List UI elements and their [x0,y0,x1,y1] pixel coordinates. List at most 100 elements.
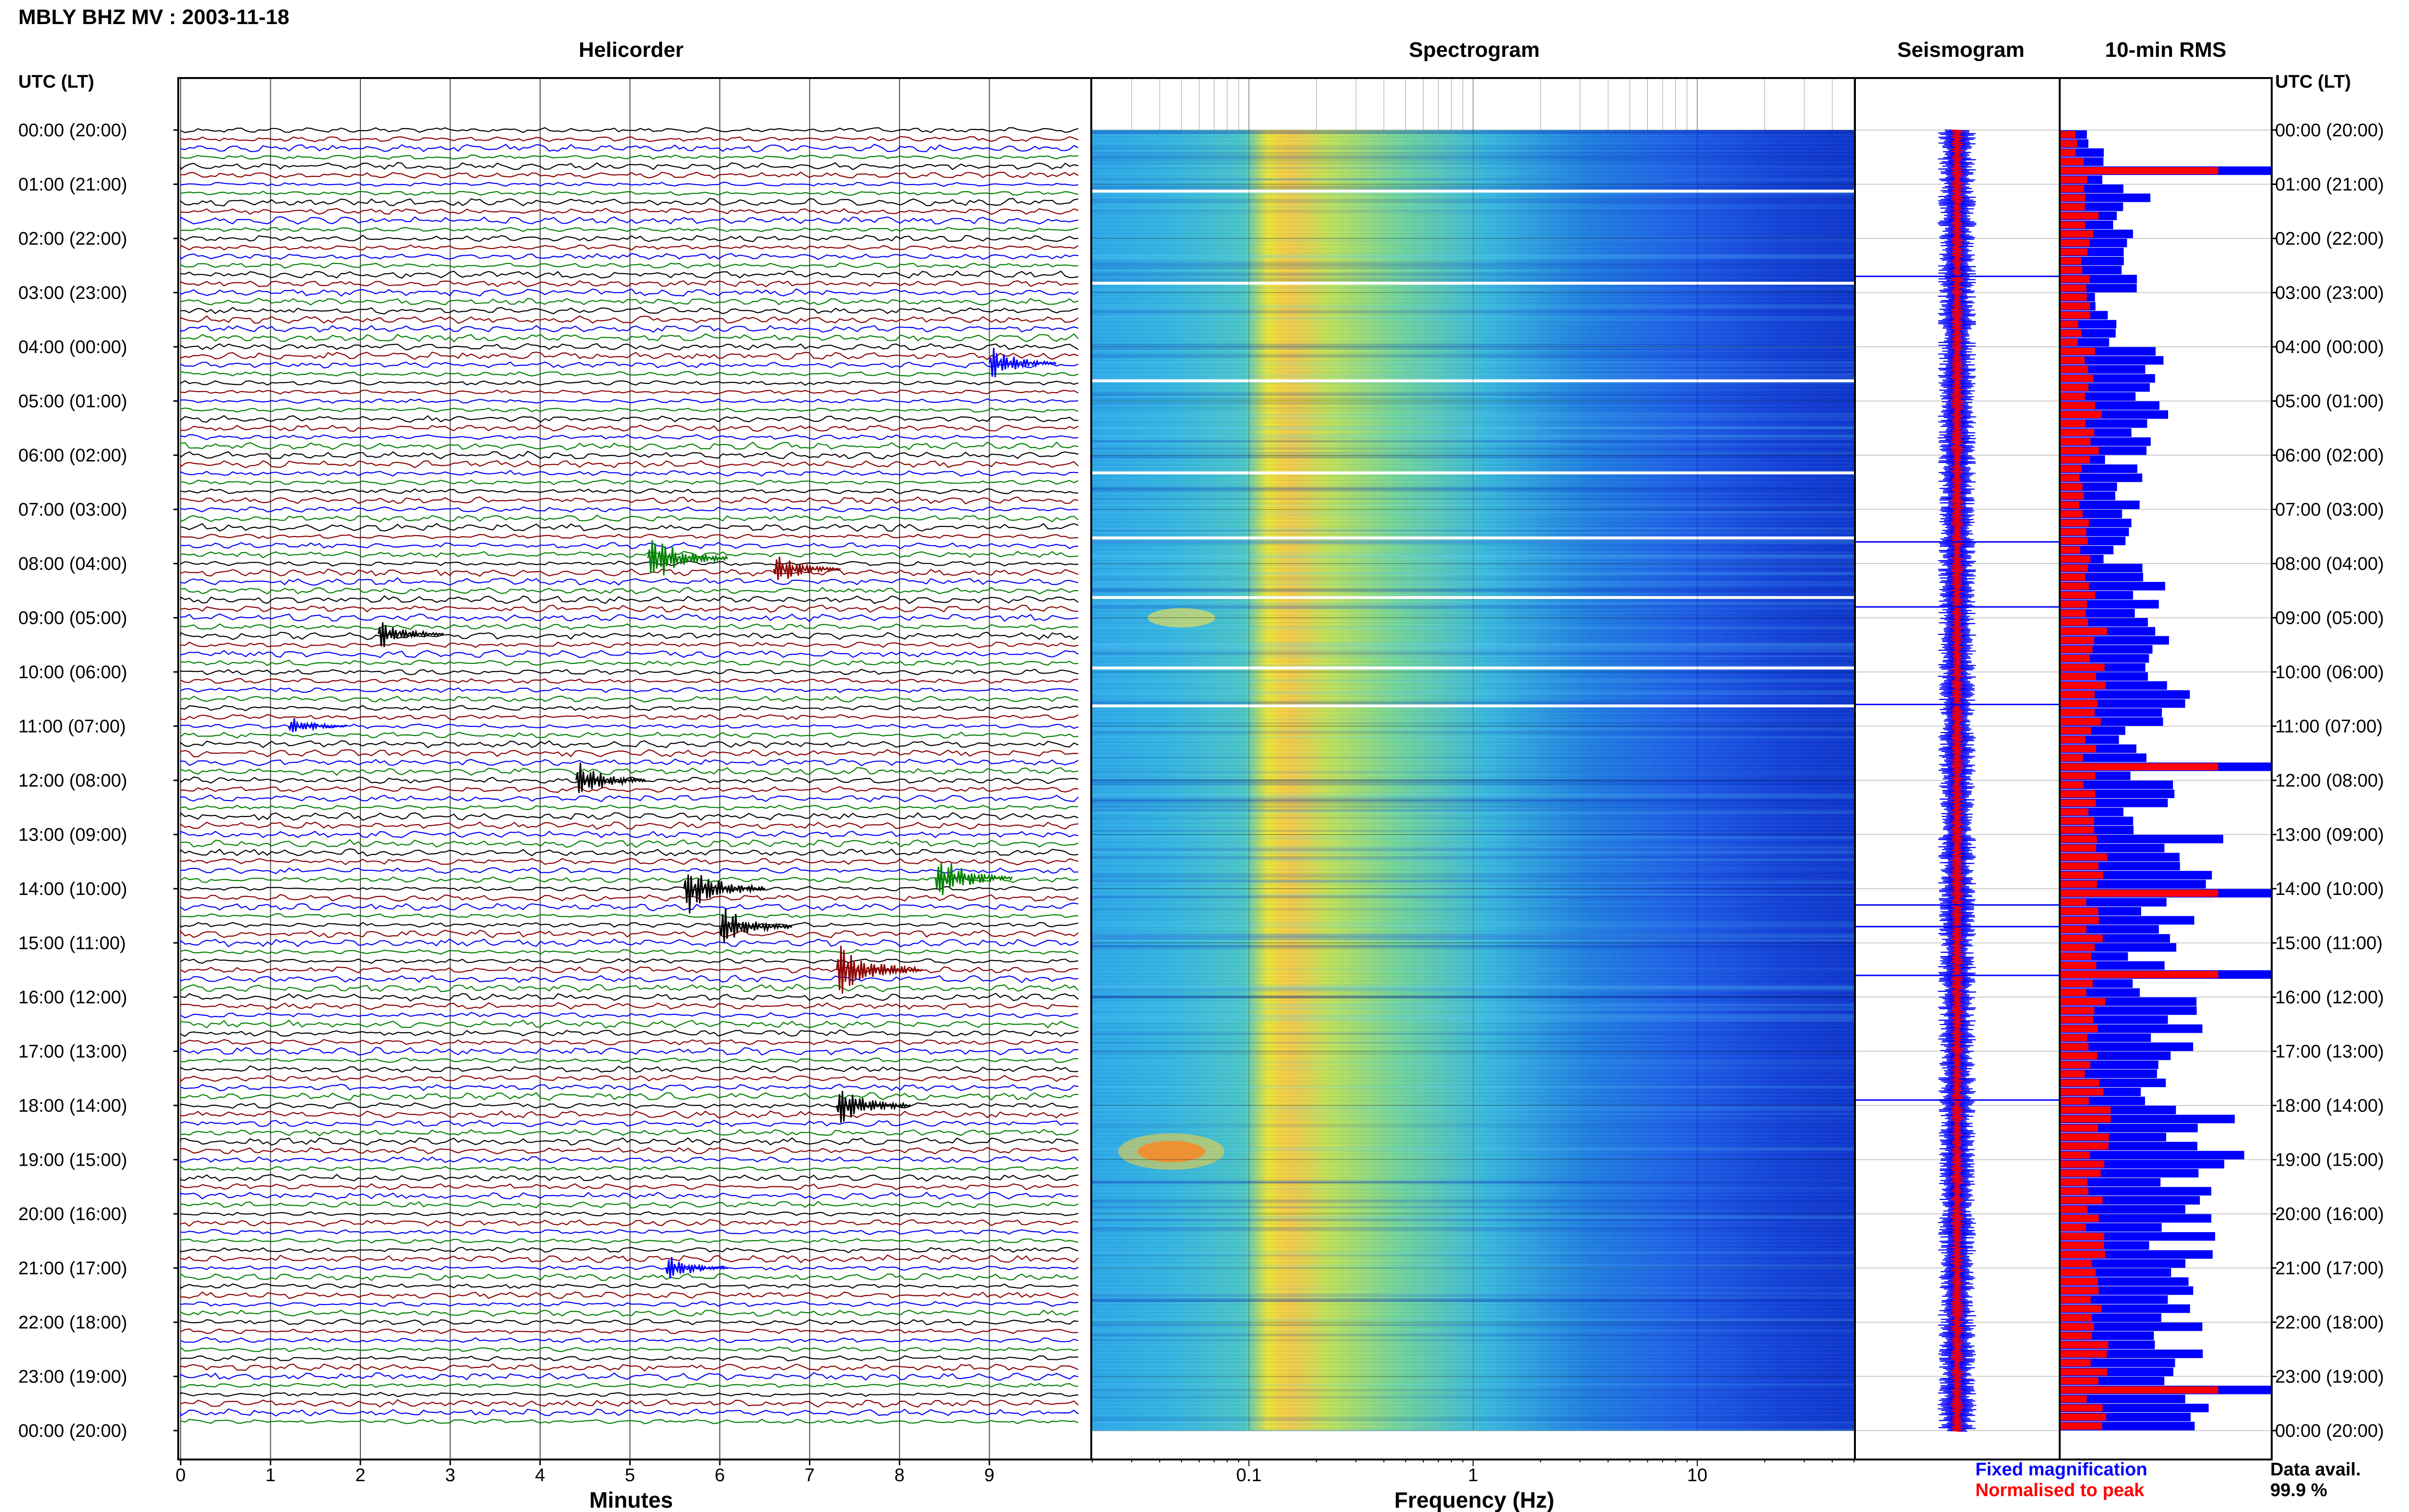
helicorder-trace [180,687,1079,693]
helicorder-trace [180,488,1079,494]
rms-bar-normalised [2061,844,2096,852]
rms-bar-fixed [2061,780,2173,789]
spec-band [1092,1287,1854,1290]
helicorder-trace [180,460,1079,469]
helicorder-trace [180,767,1079,776]
helicorder-trace [180,902,1079,911]
spec-band [1092,539,1854,544]
spec-band [1092,1200,1854,1203]
rms-bar-normalised [2061,293,2087,301]
helicorder-trace [180,182,1079,187]
rms-bar-normalised [2061,1070,2085,1078]
spec-band [1092,1181,1854,1183]
spec-band [1092,1227,1854,1231]
hour-label-right: 21:00 (17:00) [2275,1259,2384,1279]
spec-band [1092,426,1854,430]
spec-band [1092,1147,1854,1151]
helicorder-trace [180,343,1079,351]
hour-label-left: 18:00 (14:00) [18,1096,127,1116]
hour-label-right: 15:00 (11:00) [2275,933,2383,954]
rms-bar-normalised [2061,1106,2111,1114]
rms-bar-normalised [2061,998,2105,1005]
spec-band [1092,1251,1854,1256]
helicorder-event [288,718,347,732]
rms-bar-normalised [2061,664,2105,671]
spec-band [1092,1264,1854,1267]
spec-band [1092,856,1854,860]
hour-label-right: 19:00 (15:00) [2275,1150,2384,1170]
spec-band [1092,1299,1854,1302]
helicorder-trace [180,1083,1079,1091]
spec-band [1092,894,1854,896]
rms-bar-normalised [2061,826,2094,834]
helicorder-trace [180,858,1079,866]
helicorder-trace [180,894,1079,902]
helicorder-trace [180,1291,1079,1299]
spec-band [1092,166,1854,169]
spec-band [1092,531,1854,535]
rms-bar-normalised [2061,420,2086,427]
rms-bar-normalised [2061,519,2089,526]
rms-bar-fixed [2061,1205,2185,1214]
helicorder-trace [180,1346,1079,1353]
rms-bar-normalised [2061,429,2094,436]
helicorder-trace [180,794,1079,802]
rms-bar-normalised [2061,691,2095,698]
spec-band [1092,1113,1854,1116]
helicorder-trace [180,938,1079,947]
spec-band [1092,606,1854,609]
helicorder-trace [180,913,1079,919]
spec-band [1092,131,1854,133]
rms-bar-normalised [2061,971,2218,978]
spec-band [1092,264,1854,267]
spec-band [1092,167,1854,170]
rms-bar-normalised [2061,934,2103,942]
rms-bar-normalised [2061,1413,2106,1421]
rms-bar-fixed [2061,1322,2203,1331]
spec-band [1092,1118,1854,1120]
helicorder-trace [180,1211,1079,1217]
helicorder-trace [180,650,1079,658]
minute-tick-label: 3 [445,1465,455,1486]
rms-bar-normalised [2061,862,2099,870]
helicorder-trace [180,136,1079,142]
spec-band [1092,933,1854,937]
hour-label-right: 13:00 (09:00) [2275,825,2384,845]
spec-band [1092,836,1854,840]
rms-bar-normalised [2061,1043,2089,1051]
rms-bar-normalised [2061,492,2084,500]
spec-band [1092,605,1854,609]
hour-label-left: 01:00 (21:00) [18,175,127,195]
spec-band [1092,1198,1854,1203]
hour-label-right: 07:00 (03:00) [2275,500,2384,520]
helicorder-trace [180,1229,1079,1235]
rms-bar-normalised [2061,194,2086,201]
hour-label-right: 14:00 (10:00) [2275,879,2384,899]
helicorder-trace [180,1419,1079,1424]
spec-band [1092,440,1854,443]
rms-bar-normalised [2061,1061,2091,1068]
rms-bar-normalised [2061,528,2087,536]
helicorder-trace [180,551,1079,559]
spec-band [1092,392,1854,396]
helicorder-trace [180,749,1079,758]
spec-band [1092,727,1854,731]
rms-bar-normalised [2061,1025,2098,1032]
rms-bar-normalised [2061,176,2088,184]
spec-band [1092,1383,1854,1386]
minute-tick-label: 2 [355,1465,365,1486]
helicorder-trace [180,1392,1079,1397]
hour-label-left: 17:00 (13:00) [18,1042,127,1062]
spec-band [1092,1181,1854,1183]
spec-band [1092,1215,1854,1219]
spec-band [1092,255,1854,259]
helicorder-trace [180,776,1079,785]
hour-label-left: 02:00 (22:00) [18,229,127,249]
helicorder-trace [180,306,1079,315]
rms-bar-normalised [2061,1088,2104,1096]
rms-bar-normalised [2061,962,2096,969]
rms-bar-normalised [2061,1206,2088,1213]
spec-band [1092,1014,1854,1018]
helicorder-trace [180,949,1079,955]
